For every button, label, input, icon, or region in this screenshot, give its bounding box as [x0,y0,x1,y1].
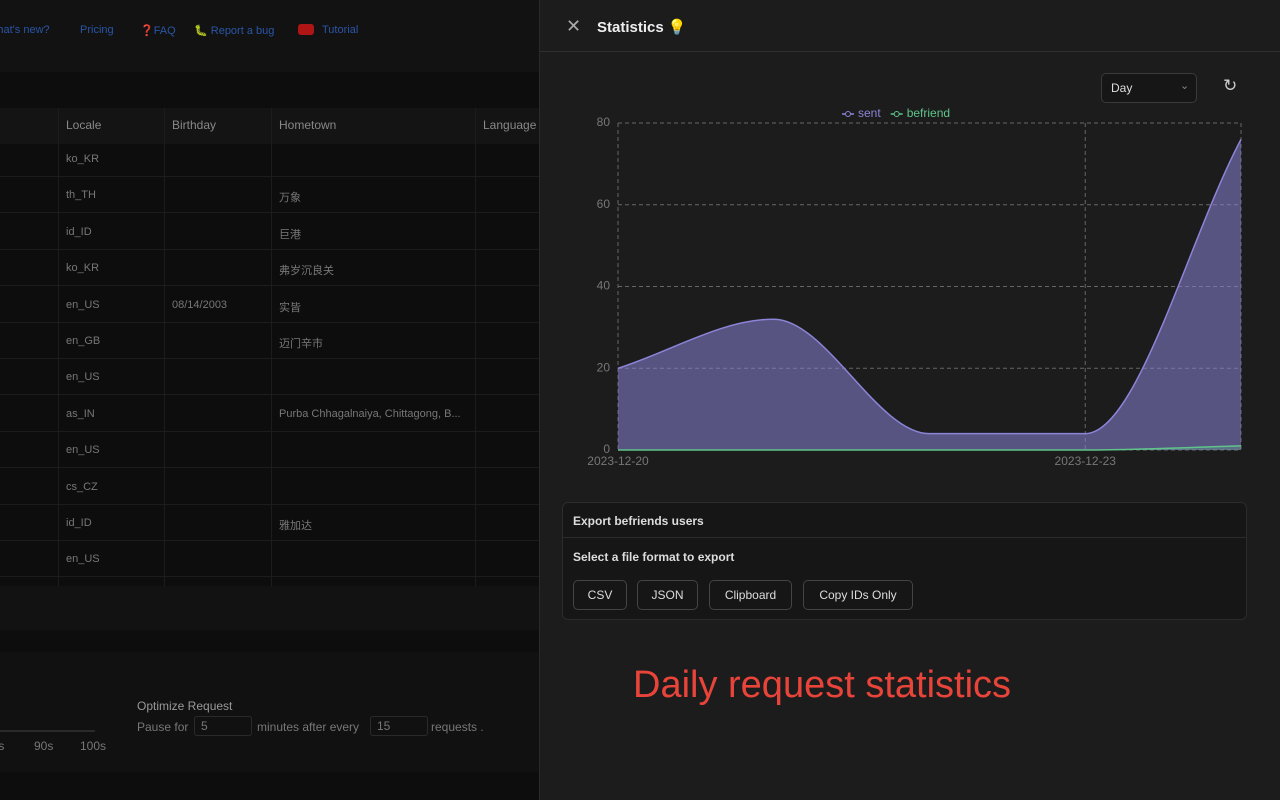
y-tick-label: 60 [597,197,611,211]
table-cell: 万象 [279,192,301,205]
label: Pause for [137,720,189,734]
slider-label: 80s [0,739,5,753]
export-button[interactable]: Clipboard [709,580,792,610]
settings-title: Optimize Request [137,699,233,713]
table-cell: th_TH [66,189,96,202]
row-divider [0,358,539,359]
table-cell: 实皆 [279,301,301,314]
requests-input[interactable]: 15 [370,716,428,736]
row-divider [0,540,539,541]
divider [563,537,1246,538]
table-cell: 雅加达 [279,520,312,532]
table-cell: en_GB [66,335,101,347]
table-cell: id_ID [66,517,92,529]
nav-link[interactable]: ❓FAQ [140,25,176,37]
row-divider [0,430,539,432]
column-header: Locale [66,118,102,132]
table-cell: en_US [66,298,100,311]
drawer-title: Statistics 💡 [597,19,687,36]
divider [540,51,1280,52]
table-cell: en_US [66,444,100,457]
top-bar [0,0,539,72]
youtube-icon [298,24,314,35]
table-cell: en_US [66,553,100,566]
column-divider [475,108,476,586]
table-cell: 弗岁沉良关 [279,265,334,278]
column-divider [58,108,59,586]
row-divider [0,576,539,578]
export-button[interactable]: Copy IDs Only [803,580,913,610]
slider-track[interactable] [0,730,95,732]
chevron: ⌄ [1180,80,1190,92]
minutes-input[interactable]: 5 [194,716,252,736]
row-divider [0,394,539,396]
period-value: Day [1111,81,1133,95]
close-button[interactable]: ✕ [566,16,582,36]
column-header: Language [483,118,537,132]
area [618,139,1241,450]
refresh-button[interactable]: ↻ [1223,76,1238,95]
period-select[interactable]: Day ⌄ [1101,73,1197,103]
row-divider [0,321,539,323]
table-cell: Purba Chhagalnaiya, Chittagong, B... [279,407,461,420]
table-cell: id_ID [66,225,92,238]
export-button[interactable]: JSON [637,580,698,610]
table-cell: cs_CZ [66,480,98,493]
slider-label: 100s [80,739,107,753]
table-cell: en_US [66,371,100,384]
y-tick-label: 0 [603,442,610,456]
table-cell: 巨港 [279,228,301,241]
slider-label: 90s [34,739,54,753]
table-cell: ko_KR [66,153,100,165]
x-tick-label: 2023-12-20 [587,454,649,468]
export-card: Export befriends users Select a file for… [562,502,1247,620]
legend-label: sent [858,106,881,120]
label: requests . [431,720,484,734]
chart: 0 20 40 60 80 2023-12-20 2023-12-23 sent befrien… [587,106,1242,468]
x-tick-label: 2023-12-23 [1055,454,1117,468]
table-footer [0,586,539,630]
table-cell: ko_KR [66,262,100,275]
nav-link[interactable]: 🐛 Report a bug [194,25,275,37]
row-divider [0,285,539,287]
table-header [0,108,539,144]
export-button[interactable]: CSV [573,580,627,610]
legend-swatch [893,111,900,117]
row-divider [0,503,539,505]
column-header: Hometown [279,118,337,132]
legend-label: befriend [907,106,950,120]
y-tick-label: 20 [597,360,611,374]
nav-link[interactable]: Tutorial [322,24,359,36]
y-tick-label: 80 [597,115,611,129]
row-divider [0,467,539,469]
line [617,138,1242,435]
label: minutes after every [257,720,360,734]
row-divider [0,248,539,250]
column-divider [271,108,272,586]
nav-link[interactable]: What's new? [0,24,50,36]
row-divider [0,212,539,214]
legend-swatch [845,111,851,117]
table-cell: 迈门辛市 [279,338,323,350]
column-header: Birthday [172,118,217,132]
annotation: Daily request statistics [633,664,1012,706]
settings-panel [0,652,539,772]
line [617,445,1242,451]
area [618,445,1241,450]
table-cell: 08/14/2003 [172,298,228,311]
nav-link[interactable]: Pricing [80,24,114,36]
table-cell: as_IN [66,407,95,420]
export-prompt: Select a file format to export [573,550,735,564]
row-divider [0,176,539,177]
export-title: Export befriends users [573,514,704,528]
y-tick-label: 40 [597,279,611,293]
column-divider [164,108,165,586]
